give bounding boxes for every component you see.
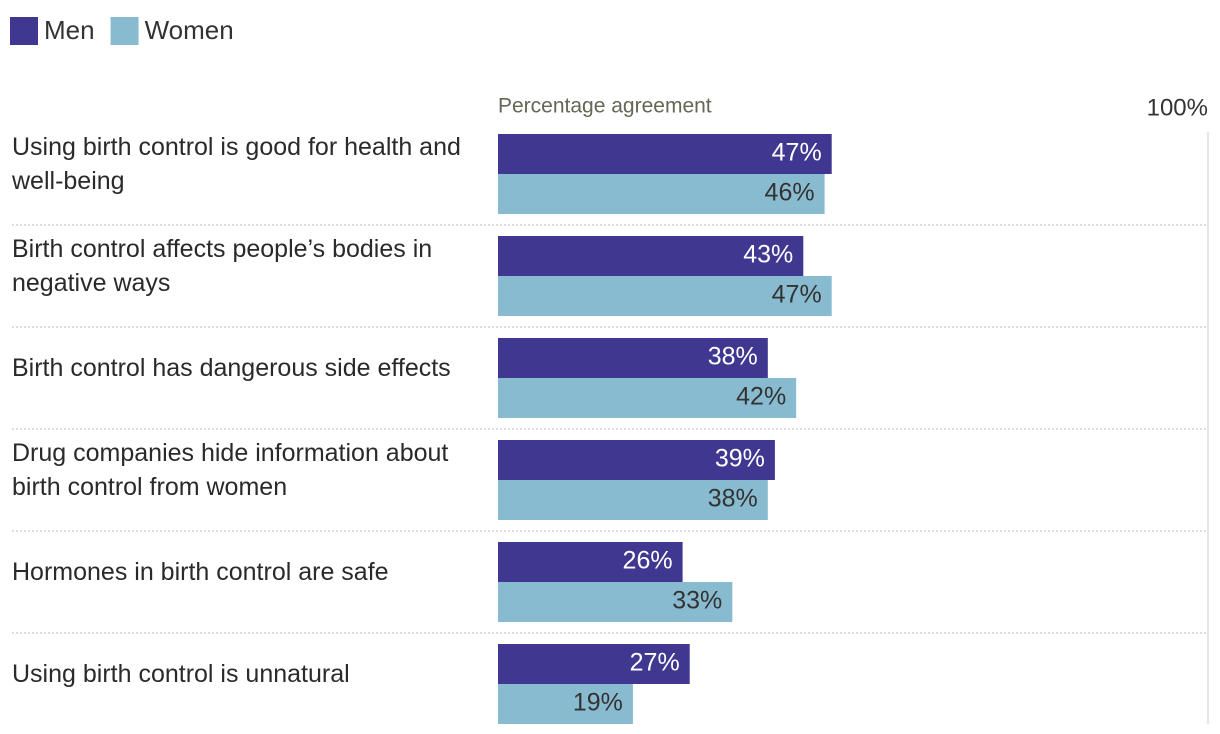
- value-label: 27%: [630, 649, 680, 677]
- value-label: 42%: [736, 383, 786, 411]
- value-label: 43%: [743, 241, 793, 269]
- legend-swatch: [10, 17, 38, 45]
- bar: [498, 338, 768, 378]
- bar: [498, 134, 832, 174]
- bar: [498, 582, 733, 622]
- value-label: 38%: [708, 485, 758, 513]
- bar: [498, 174, 825, 214]
- category-label: Hormones in birth control are safe: [12, 558, 389, 586]
- bar: [498, 480, 768, 520]
- value-label: 38%: [708, 343, 758, 371]
- value-label: 39%: [715, 445, 765, 473]
- value-label: 47%: [772, 281, 822, 309]
- category-label: Birth control has dangerous side effects: [12, 354, 451, 382]
- axis-label: Percentage agreement: [498, 95, 712, 118]
- value-label: 33%: [672, 587, 722, 615]
- category-label: Drug companies hide information about bi…: [12, 439, 449, 501]
- category-label: Birth control affects people’s bodies in…: [12, 235, 433, 297]
- legend-label: Men: [44, 15, 95, 45]
- category-label: Using birth control is unnatural: [12, 660, 350, 688]
- value-label: 26%: [623, 547, 673, 575]
- bar: [498, 236, 804, 276]
- value-label: 47%: [772, 139, 822, 167]
- value-label: 46%: [765, 179, 815, 207]
- bar: [498, 542, 683, 582]
- category-label: Using birth control is good for health a…: [12, 133, 461, 195]
- bar: [498, 378, 797, 418]
- legend-label: Women: [145, 15, 234, 45]
- bar: [498, 644, 690, 684]
- legend-swatch: [110, 17, 139, 45]
- bar: [498, 684, 633, 724]
- bar: [498, 440, 775, 480]
- value-label: 19%: [573, 689, 623, 717]
- x-tick-label: 100%: [1147, 94, 1208, 121]
- bar: [498, 276, 832, 316]
